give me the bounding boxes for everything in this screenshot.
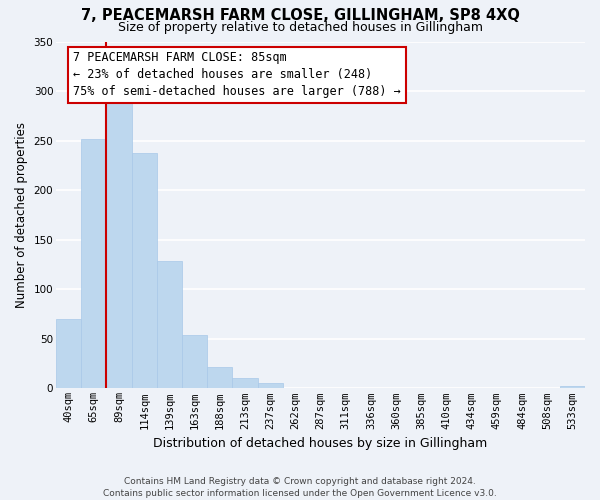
Bar xyxy=(131,154,157,388)
X-axis label: Distribution of detached houses by size in Gillingham: Distribution of detached houses by size … xyxy=(154,437,488,450)
Bar xyxy=(207,366,232,388)
Bar xyxy=(257,384,283,388)
Bar xyxy=(560,386,585,388)
Bar xyxy=(106,103,131,389)
Bar xyxy=(81,138,106,388)
Bar xyxy=(157,260,182,388)
Y-axis label: Number of detached properties: Number of detached properties xyxy=(15,122,28,308)
Text: Size of property relative to detached houses in Gillingham: Size of property relative to detached ho… xyxy=(118,21,482,34)
Bar xyxy=(232,378,257,388)
Bar xyxy=(56,319,81,388)
Text: 7, PEACEMARSH FARM CLOSE, GILLINGHAM, SP8 4XQ: 7, PEACEMARSH FARM CLOSE, GILLINGHAM, SP… xyxy=(80,8,520,22)
Text: 7 PEACEMARSH FARM CLOSE: 85sqm
← 23% of detached houses are smaller (248)
75% of: 7 PEACEMARSH FARM CLOSE: 85sqm ← 23% of … xyxy=(73,52,401,98)
Text: Contains HM Land Registry data © Crown copyright and database right 2024.
Contai: Contains HM Land Registry data © Crown c… xyxy=(103,476,497,498)
Bar xyxy=(182,335,207,388)
